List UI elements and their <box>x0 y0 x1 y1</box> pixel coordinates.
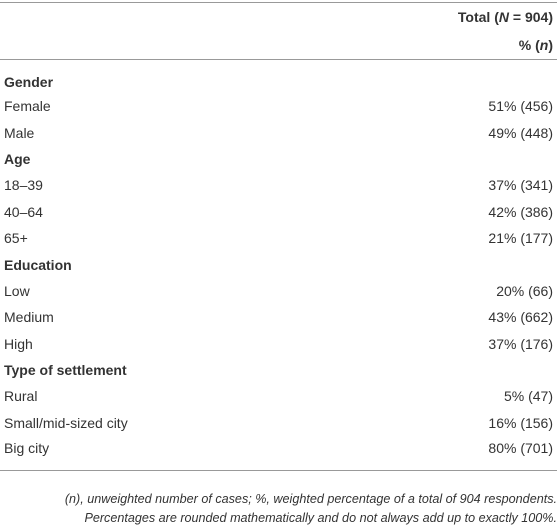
row-label: 40–64 <box>4 203 43 220</box>
row-label: Low <box>4 282 30 299</box>
footnote-line: (n), unweighted number of cases; %, weig… <box>64 492 557 506</box>
footnote-line: Percentages are rounded mathematically a… <box>84 511 557 525</box>
row-label: 18–39 <box>4 177 43 194</box>
header-text: = 904) <box>509 9 553 25</box>
footnote: (n), unweighted number of cases; %, weig… <box>0 490 557 528</box>
data-row: Big city 80% (701) <box>0 436 557 472</box>
header-text: N <box>498 9 510 25</box>
section-title: Gender <box>4 74 54 90</box>
row-value: 37% (176) <box>488 335 553 352</box>
row-value: 51% (456) <box>488 98 553 115</box>
row-value: 5% (47) <box>503 388 553 405</box>
data-row: 18–39 37% (341) <box>0 172 557 198</box>
row-value: 20% (66) <box>496 282 553 299</box>
empty-header <box>0 31 313 60</box>
empty-cell <box>312 146 557 172</box>
row-label: Big city <box>0 436 313 472</box>
row-value: 42% (386) <box>488 203 553 220</box>
total-header: Total (N = 904) <box>312 2 557 31</box>
data-row: Small/mid-sized city 16% (156) <box>0 410 557 436</box>
row-value: 21% (177) <box>488 230 553 247</box>
unit-header: % (n) <box>312 31 557 60</box>
empty-cell <box>312 251 557 277</box>
header-text: Total ( <box>457 9 499 25</box>
data-row: Low 20% (66) <box>0 278 557 304</box>
section-title: Age <box>4 150 31 167</box>
section-row: Gender <box>0 60 557 94</box>
row-value: 43% (662) <box>488 309 553 326</box>
data-row: Female 51% (456) <box>0 93 557 119</box>
data-table: Total (N = 904) % (n) Gender Female 51% (4… <box>0 2 557 472</box>
section-title: Type of settlement <box>4 362 127 379</box>
row-value: 80% (701) <box>312 436 557 472</box>
section-row: Education <box>0 251 557 277</box>
empty-cell <box>312 357 557 383</box>
row-label: Male <box>4 124 35 141</box>
empty-header <box>0 2 313 31</box>
section-row: Age <box>0 146 557 172</box>
data-row: Male 49% (448) <box>0 119 557 145</box>
header-text: n <box>539 37 549 53</box>
row-label: Small/mid-sized city <box>4 414 128 431</box>
header-text: % ( <box>518 37 540 53</box>
header-row: % (n) <box>0 31 557 60</box>
data-row: Rural 5% (47) <box>0 383 557 409</box>
section-row: Type of settlement <box>0 357 557 383</box>
row-value: 37% (341) <box>488 177 553 194</box>
row-label: Female <box>4 98 51 115</box>
data-row: 65+ 21% (177) <box>0 225 557 251</box>
row-label: Rural <box>4 388 38 405</box>
empty-cell <box>312 60 557 94</box>
row-label: High <box>4 335 33 352</box>
data-row: 40–64 42% (386) <box>0 199 557 225</box>
row-label: Medium <box>4 309 54 326</box>
row-value: 49% (448) <box>488 124 553 141</box>
row-label: 65+ <box>4 230 28 247</box>
header-row: Total (N = 904) <box>0 2 557 31</box>
table-body: Gender Female 51% (456) Male 49% (448) Age 18–… <box>0 60 557 472</box>
header-text: ) <box>548 37 553 53</box>
section-title: Education <box>4 256 72 273</box>
data-row: Medium 43% (662) <box>0 304 557 330</box>
data-row: High 37% (176) <box>0 331 557 357</box>
row-value: 16% (156) <box>488 414 553 431</box>
